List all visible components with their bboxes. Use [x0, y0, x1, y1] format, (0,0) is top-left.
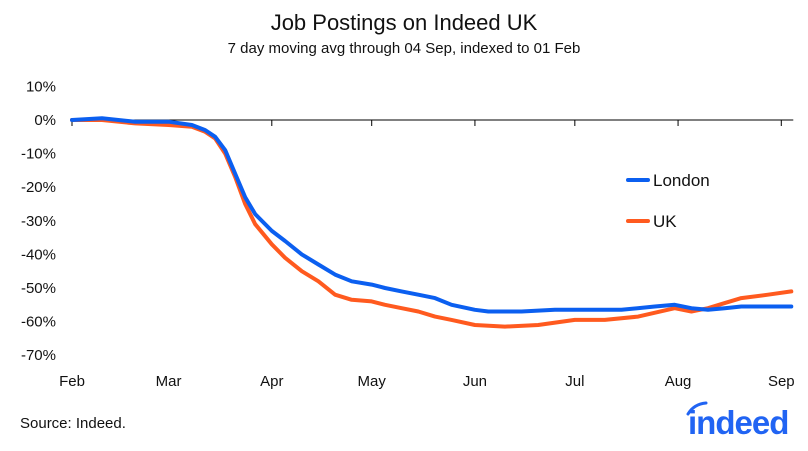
x-tick-label: Mar [156, 373, 182, 390]
x-tick-label: Aug [665, 373, 692, 390]
y-tick-label: 0% [34, 112, 56, 129]
legend-label-london: London [653, 171, 710, 190]
y-tick-label: 10% [26, 78, 56, 95]
y-tick-label: -30% [21, 213, 56, 230]
y-tick-label: -70% [21, 347, 56, 364]
svg-text:indeed: indeed [688, 404, 788, 440]
x-tick-label: Sep [768, 373, 795, 390]
source-note: Source: Indeed. [20, 415, 126, 432]
x-tick-label: Jul [565, 373, 584, 390]
y-tick-label: -40% [21, 246, 56, 263]
legend-label-uk: UK [653, 212, 677, 231]
chart-title: Job Postings on Indeed UK [270, 10, 538, 35]
x-tick-label: May [358, 373, 387, 390]
x-tick-label: Apr [260, 373, 283, 390]
series-line-london [70, 116, 794, 314]
y-tick-label: -50% [21, 280, 56, 297]
x-tick-label: Feb [59, 373, 85, 390]
y-tick-label: -10% [21, 146, 56, 163]
x-tick-label: Jun [463, 373, 487, 390]
chart-subtitle: 7 day moving avg through 04 Sep, indexed… [227, 40, 581, 57]
y-tick-label: -20% [21, 179, 56, 196]
indeed-logo: indeed [686, 401, 789, 440]
y-tick-label: -60% [21, 314, 56, 331]
